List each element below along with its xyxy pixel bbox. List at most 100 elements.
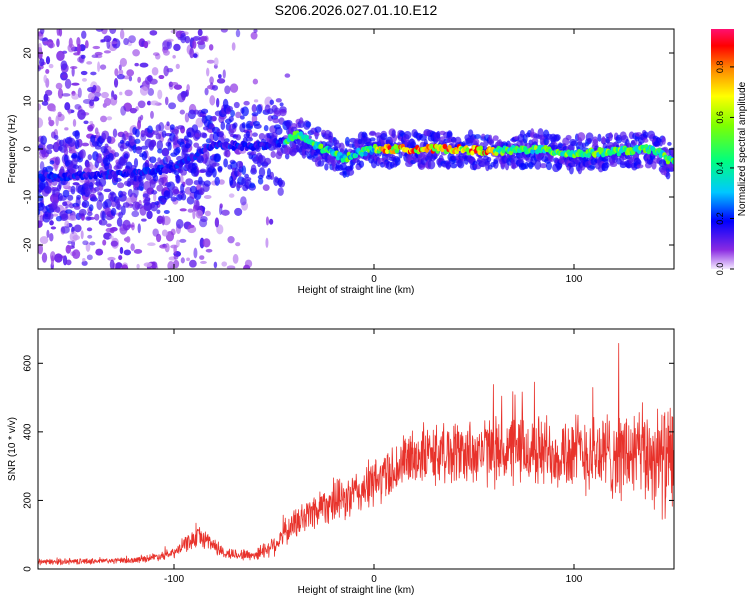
ridge-halo <box>250 164 257 174</box>
noise-blob <box>253 99 259 103</box>
ridge-halo <box>177 125 185 130</box>
noise-blob <box>109 259 115 269</box>
noise-blob <box>38 66 41 72</box>
noise-blob <box>119 57 128 67</box>
noise-blob <box>227 235 235 244</box>
noise-blob <box>173 254 179 260</box>
noise-blob <box>114 68 119 77</box>
noise-blob <box>235 29 241 38</box>
noise-blob <box>81 142 90 147</box>
ridge-halo <box>155 124 162 132</box>
ridge-halo <box>101 211 107 221</box>
noise-blob <box>164 243 170 253</box>
noise-blob <box>149 30 158 36</box>
noise-blob <box>157 89 163 100</box>
ridge-halo <box>349 164 354 171</box>
noise-blob <box>147 88 155 96</box>
noise-blob <box>76 43 81 54</box>
noise-blob <box>214 217 220 228</box>
ridge-halo <box>40 135 47 145</box>
noise-blob <box>50 226 57 230</box>
noise-blob <box>113 94 118 101</box>
ridge-halo <box>198 180 206 186</box>
noise-blob <box>65 244 72 254</box>
noise-blob <box>103 97 112 106</box>
noise-blob <box>269 218 274 225</box>
ridge-halo <box>79 149 86 159</box>
noise-blob <box>175 219 184 229</box>
noise-blob <box>57 88 64 99</box>
noise-blob <box>218 74 222 79</box>
noise-blob <box>134 62 139 67</box>
noise-blob <box>96 199 103 211</box>
ridge-halo <box>269 171 275 181</box>
noise-blob <box>195 117 204 128</box>
ridge-core <box>277 142 282 148</box>
ridge-halo <box>642 131 649 138</box>
snr-y-tick-label: 200 <box>23 492 34 509</box>
ridge-halo <box>196 155 204 164</box>
ridge-halo <box>275 126 283 135</box>
ridge-halo <box>275 98 282 103</box>
colorbar-tick-label: 0.4 <box>715 162 725 175</box>
noise-blob <box>253 29 258 33</box>
ridge-halo <box>110 207 117 216</box>
ridge-halo <box>71 158 78 166</box>
noise-blob <box>162 39 170 51</box>
noise-blob <box>86 61 93 65</box>
noise-blob <box>199 255 205 260</box>
ridge-halo <box>45 165 54 173</box>
noise-blob <box>209 95 216 106</box>
ridge-halo <box>139 178 144 187</box>
ridge-halo <box>258 132 266 141</box>
figure-title: S206.2026.027.01.10.E12 <box>275 2 438 18</box>
ridge-halo <box>120 191 127 197</box>
ridge-halo <box>141 151 148 161</box>
ridge-halo <box>313 132 320 137</box>
ridge-core <box>599 147 605 153</box>
noise-blob <box>189 47 195 59</box>
noise-blob <box>205 248 213 253</box>
spectrogram-dots <box>38 29 674 269</box>
ridge-halo <box>263 124 269 132</box>
ridge-halo <box>403 130 412 140</box>
ridge-halo <box>278 179 286 188</box>
ridge-halo <box>77 165 83 173</box>
noise-blob <box>70 66 78 70</box>
noise-blob <box>102 239 107 246</box>
noise-blob <box>113 78 119 88</box>
ridge-halo <box>152 174 159 182</box>
noise-blob <box>71 66 75 77</box>
noise-blob <box>132 186 139 198</box>
ridge-core <box>239 145 245 152</box>
ridge-halo <box>228 116 234 123</box>
noise-blob <box>55 115 59 127</box>
spectrogram-x-tick-label: 100 <box>566 274 583 285</box>
ridge-halo <box>115 198 121 206</box>
ridge-halo <box>55 215 63 222</box>
noise-blob <box>173 84 183 90</box>
noise-blob <box>60 226 70 234</box>
noise-blob <box>110 226 118 232</box>
ridge-halo <box>299 117 304 124</box>
ridge-halo <box>608 132 613 142</box>
ridge-halo <box>91 195 97 201</box>
ridge-halo <box>314 126 322 133</box>
noise-blob <box>129 107 138 114</box>
noise-blob <box>91 54 99 59</box>
ridge-halo <box>101 130 110 140</box>
noise-blob <box>126 69 135 77</box>
noise-blob <box>116 217 123 227</box>
noise-blob <box>192 35 201 41</box>
ridge-halo <box>251 112 259 117</box>
ridge-core <box>508 150 513 156</box>
noise-blob <box>165 230 175 242</box>
noise-blob <box>177 92 186 103</box>
noise-blob <box>164 96 169 106</box>
ridge-halo <box>665 171 671 180</box>
noise-blob <box>235 242 241 247</box>
ridge-halo <box>193 142 200 148</box>
noise-blob <box>80 70 88 76</box>
colorbar: 0.0 0.2 0.4 0.6 0.8 Normalized spectral ampl… <box>711 29 748 275</box>
noise-blob <box>51 107 56 112</box>
